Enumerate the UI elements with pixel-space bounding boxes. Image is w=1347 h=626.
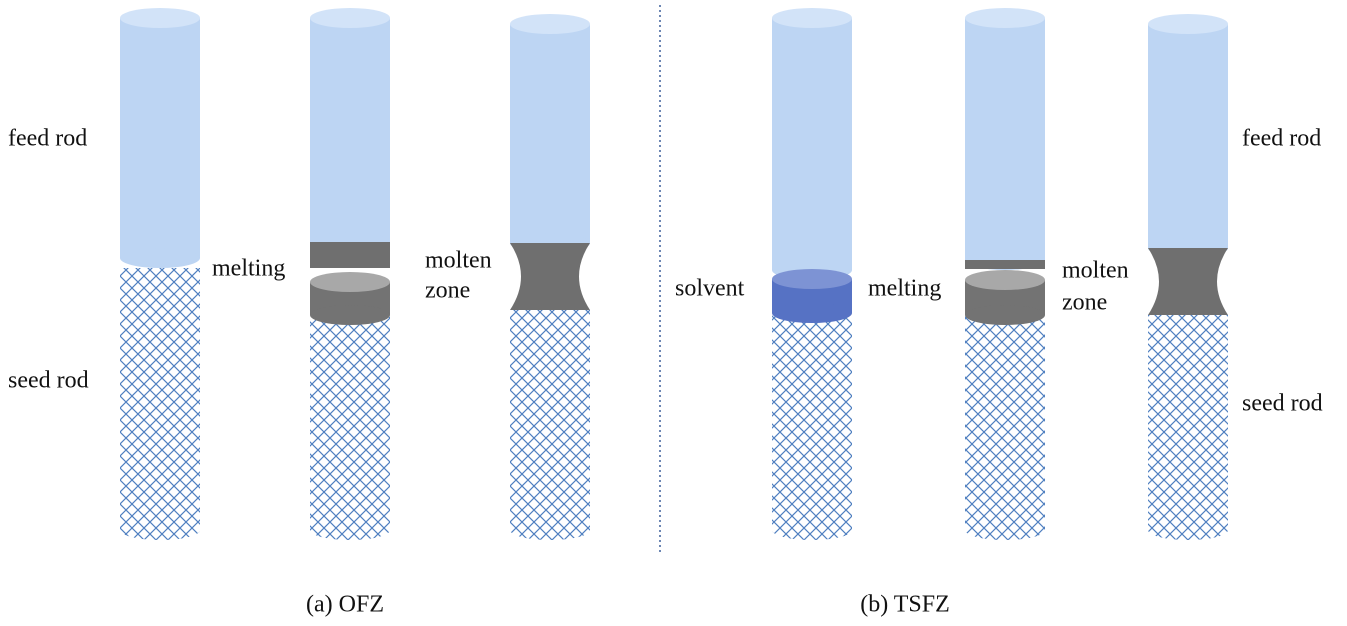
molten-zone [510, 243, 590, 310]
melt-band [965, 260, 1045, 269]
caption: (a) OFZ [306, 592, 384, 618]
feed-rod-top [965, 8, 1045, 28]
melt-disc [965, 305, 1045, 325]
seed-rod [310, 520, 390, 540]
molten-zone [1148, 248, 1228, 315]
solvent-disc [772, 303, 852, 323]
seed-rod [510, 520, 590, 540]
label: molten [1062, 258, 1129, 284]
seed-rod [120, 520, 200, 540]
seed-rod [310, 315, 390, 530]
feed-rod-top [310, 8, 390, 28]
label: zone [1062, 290, 1107, 316]
caption: (b) TSFZ [860, 592, 950, 618]
feed-rod-top [772, 8, 852, 28]
seed-rod [510, 310, 590, 530]
feed-rod-top [510, 14, 590, 34]
feed-rod [510, 24, 590, 243]
seed-rod [120, 268, 200, 530]
label: feed rod [1242, 126, 1321, 152]
rods [120, 8, 1228, 540]
feed-rod [965, 18, 1045, 260]
feed-rod [120, 248, 200, 268]
feed-rod-top [120, 8, 200, 28]
melt-disc-top [965, 270, 1045, 290]
solvent-disc-top [772, 269, 852, 289]
label: melting [868, 276, 941, 302]
label: seed rod [1242, 391, 1323, 417]
label: melting [212, 256, 285, 282]
melt-disc-top [310, 272, 390, 292]
seed-rod [1148, 315, 1228, 530]
seed-rod [772, 313, 852, 530]
seed-rod [772, 520, 852, 540]
melt-band [310, 242, 390, 268]
seed-rod [965, 520, 1045, 540]
label: zone [425, 278, 470, 304]
melt-disc [310, 305, 390, 325]
feed-rod [310, 18, 390, 242]
label: molten [425, 248, 492, 274]
feed-rod [772, 18, 852, 270]
seed-rod [1148, 520, 1228, 540]
label: solvent [675, 276, 745, 302]
label: seed rod [8, 368, 89, 394]
feed-rod [120, 18, 200, 258]
seed-rod [965, 315, 1045, 530]
label: feed rod [8, 126, 87, 152]
feed-rod-top [1148, 14, 1228, 34]
feed-rod [1148, 24, 1228, 248]
